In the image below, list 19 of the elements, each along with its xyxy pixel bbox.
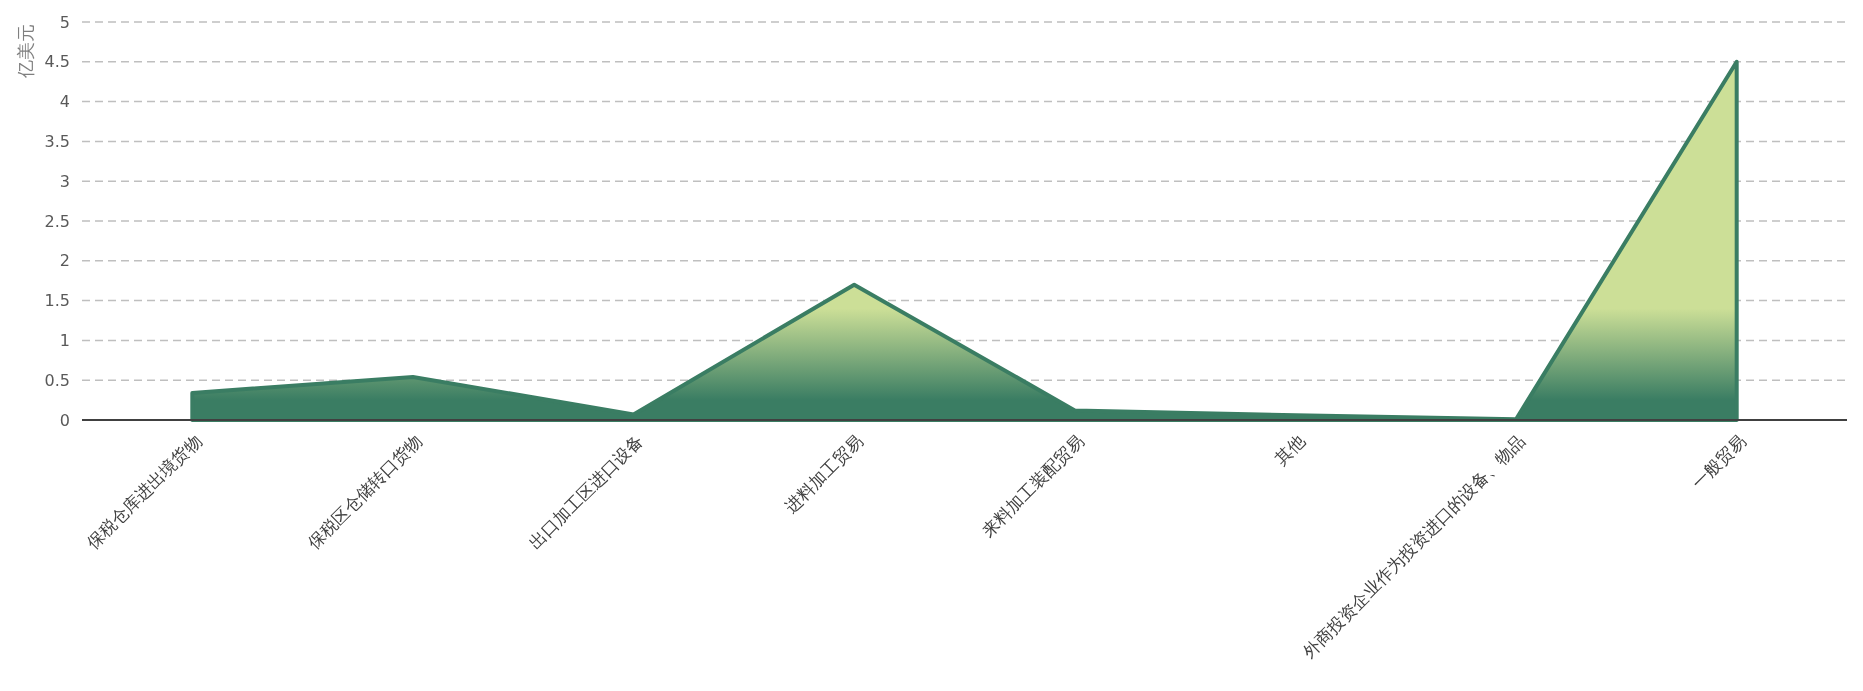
x-tick-label: 保税仓库进出境货物: [83, 430, 206, 554]
y-tick-label: 3.5: [44, 132, 70, 151]
y-tick-label: 1.5: [44, 291, 70, 311]
y-tick-label: 2.5: [44, 211, 70, 231]
y-tick-label: 0.5: [44, 370, 70, 390]
y-tick-label: 4.5: [44, 52, 70, 72]
x-tick-label: 来料加工装配贸易: [977, 430, 1088, 542]
y-tick-label: 3: [59, 171, 70, 191]
x-tick-label: 出口加工区进口设备: [524, 430, 647, 554]
y-tick-label: 1: [59, 331, 70, 350]
x-tick-label: 其他: [1270, 430, 1309, 470]
y-axis-title: 亿美元: [15, 24, 37, 79]
x-tick-label: 进料加工贸易: [780, 430, 868, 518]
y-tick-label: 5: [59, 12, 70, 32]
x-tick-label: 一般贸易: [1687, 430, 1750, 494]
y-tick-label: 2: [59, 251, 70, 271]
y-tick-label: 4: [59, 92, 70, 112]
x-tick-label: 保税区仓储转口货物: [303, 430, 426, 554]
y-tick-label: 0: [59, 410, 70, 430]
